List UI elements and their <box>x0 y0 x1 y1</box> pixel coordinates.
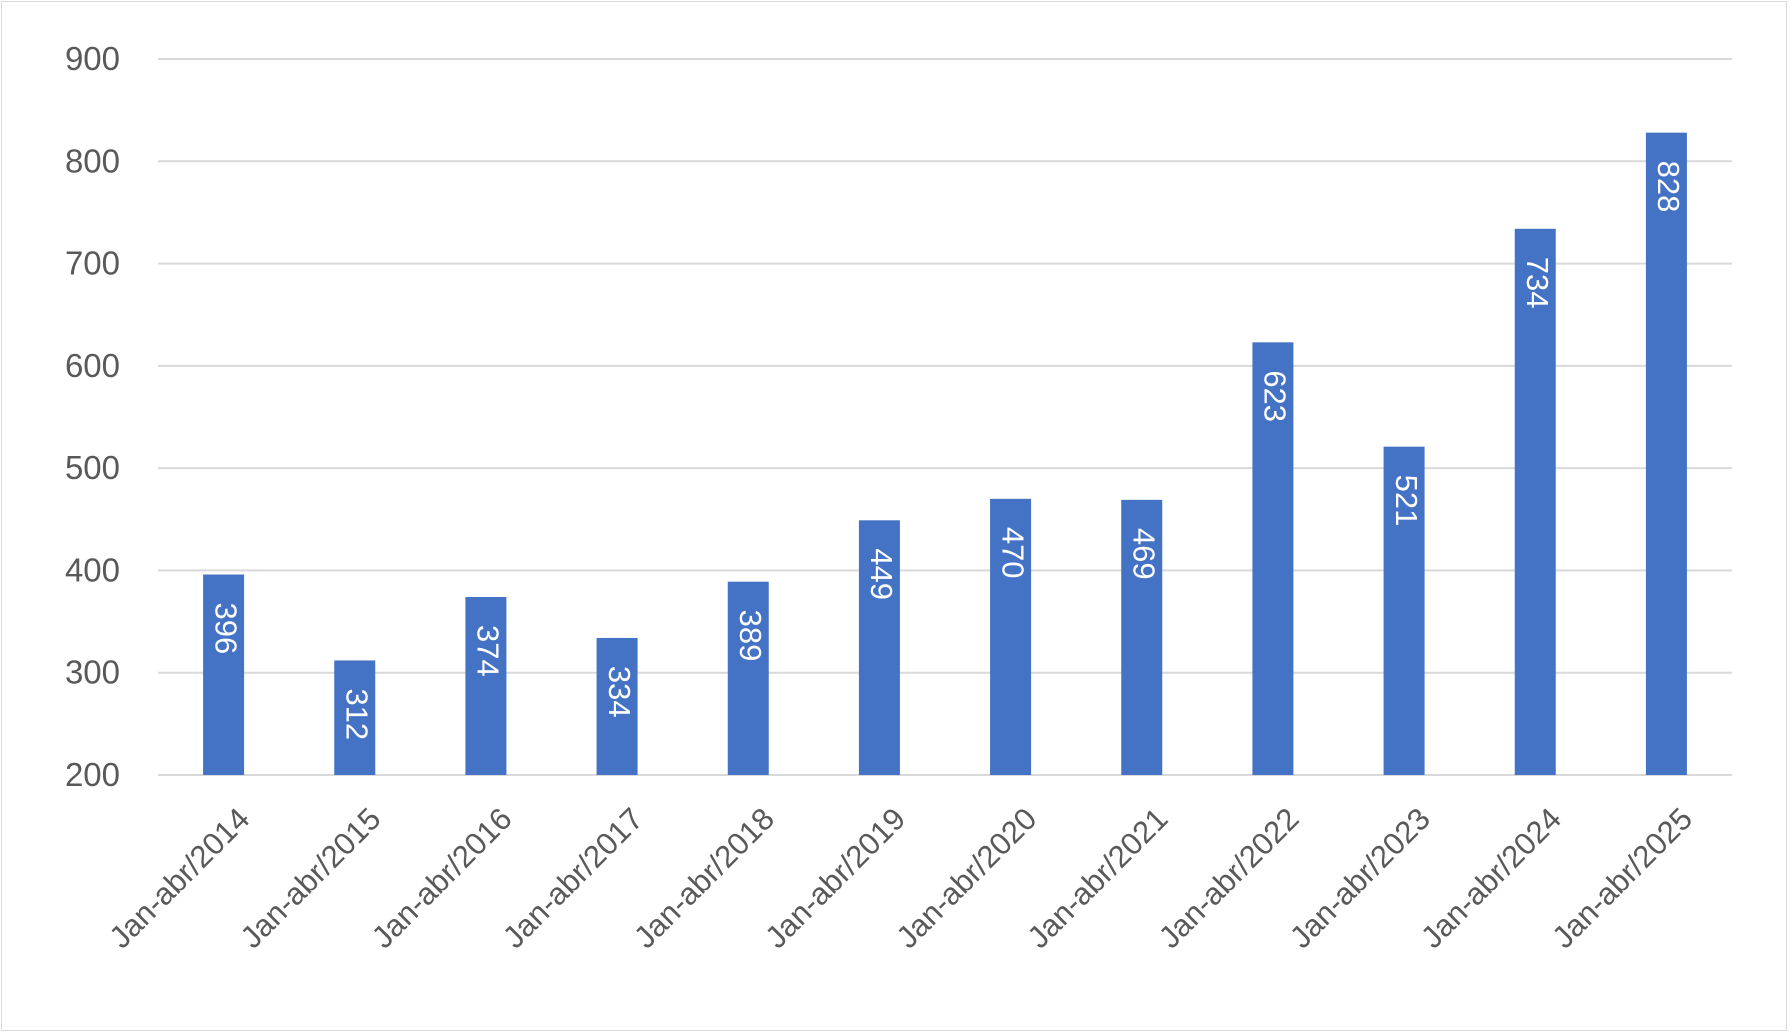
x-tick-label: Jan-abr/2019 <box>758 801 912 955</box>
x-tick-label: Jan-abr/2015 <box>234 801 388 955</box>
x-tick-label: Jan-abr/2023 <box>1283 801 1437 955</box>
bar <box>727 581 769 775</box>
axes: 200300400500600700800900Jan-abr/2014Jan-… <box>65 40 1699 955</box>
bars <box>203 132 1687 775</box>
x-tick-label: Jan-abr/2017 <box>496 801 650 955</box>
x-tick-label: Jan-abr/2014 <box>102 801 256 955</box>
bar <box>990 498 1032 775</box>
data-label: 312 <box>340 688 375 740</box>
x-tick-label: Jan-abr/2016 <box>365 801 519 955</box>
y-tick-label: 400 <box>65 551 120 588</box>
y-tick-label: 800 <box>65 142 120 179</box>
data-label: 521 <box>1389 475 1424 527</box>
y-tick-label: 700 <box>65 245 120 282</box>
y-tick-label: 200 <box>65 756 120 793</box>
data-label: 828 <box>1651 161 1686 213</box>
bar <box>858 520 900 775</box>
x-tick-label: Jan-abr/2021 <box>1021 801 1175 955</box>
data-label: 469 <box>1127 528 1162 580</box>
x-tick-label: Jan-abr/2018 <box>627 801 781 955</box>
data-label: 623 <box>1258 370 1293 422</box>
bar <box>465 597 507 775</box>
bar <box>1645 132 1687 775</box>
bar <box>203 574 245 775</box>
gridlines <box>158 58 1732 776</box>
bar <box>1252 342 1294 775</box>
data-label: 389 <box>733 610 768 662</box>
y-tick-label: 300 <box>65 654 120 691</box>
data-labels: 396 312 374 334 389 449 470 469 623 521 734 828 <box>208 161 1686 741</box>
bar <box>596 637 638 775</box>
bar <box>334 660 376 775</box>
x-tick-label: Jan-abr/2024 <box>1414 801 1568 955</box>
y-tick-label: 500 <box>65 449 120 486</box>
data-label: 449 <box>864 548 899 600</box>
bar <box>1383 446 1425 775</box>
y-tick-label: 900 <box>65 40 120 77</box>
x-tick-label: Jan-abr/2020 <box>889 801 1043 955</box>
x-tick-label: Jan-abr/2022 <box>1152 801 1306 955</box>
data-label: 396 <box>208 603 243 655</box>
data-label: 470 <box>995 527 1030 579</box>
data-label: 334 <box>602 666 637 718</box>
bar <box>1121 499 1163 775</box>
data-label: 374 <box>471 625 506 677</box>
data-label: 734 <box>1520 257 1555 309</box>
y-tick-label: 600 <box>65 347 120 384</box>
x-tick-label: Jan-abr/2025 <box>1545 801 1699 955</box>
bar <box>1514 228 1556 775</box>
